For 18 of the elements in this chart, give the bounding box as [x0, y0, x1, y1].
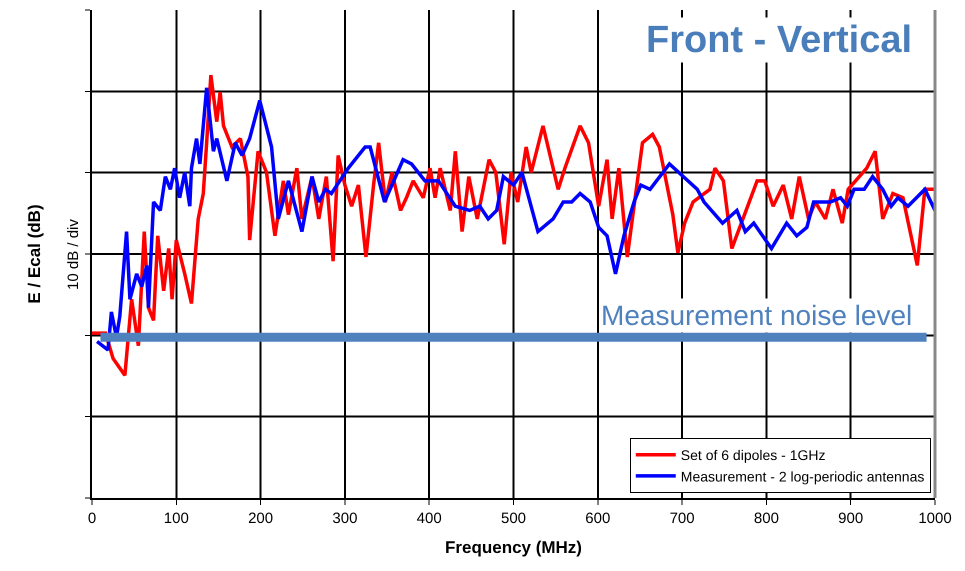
- x-tick-label: 900: [838, 510, 864, 527]
- x-tick-label: 1000: [918, 510, 952, 527]
- x-tick-label: 0: [88, 510, 96, 527]
- x-tick-label: 400: [416, 510, 442, 527]
- x-axis-title: Frequency (MHz): [445, 538, 582, 557]
- x-tick-label: 100: [164, 510, 189, 527]
- legend-label: Measurement - 2 log-periodic antennas: [680, 468, 924, 484]
- text: 10 dB / div: [64, 218, 82, 290]
- ref-line-label: Measurement noise level: [601, 300, 912, 331]
- x-tick-label: 800: [754, 510, 779, 527]
- legend-label: Set of 6 dipoles - 1GHz: [680, 447, 826, 464]
- chart-title: Front - Vertical: [646, 19, 912, 61]
- x-tick-label: 600: [585, 510, 610, 527]
- y-axis-title: E / Ecal (dB): [25, 204, 44, 304]
- x-tick-label: 700: [670, 510, 695, 527]
- x-tick-label: 500: [500, 510, 526, 527]
- x-tick-label: 200: [248, 510, 274, 527]
- x-tick-label: 300: [332, 510, 358, 527]
